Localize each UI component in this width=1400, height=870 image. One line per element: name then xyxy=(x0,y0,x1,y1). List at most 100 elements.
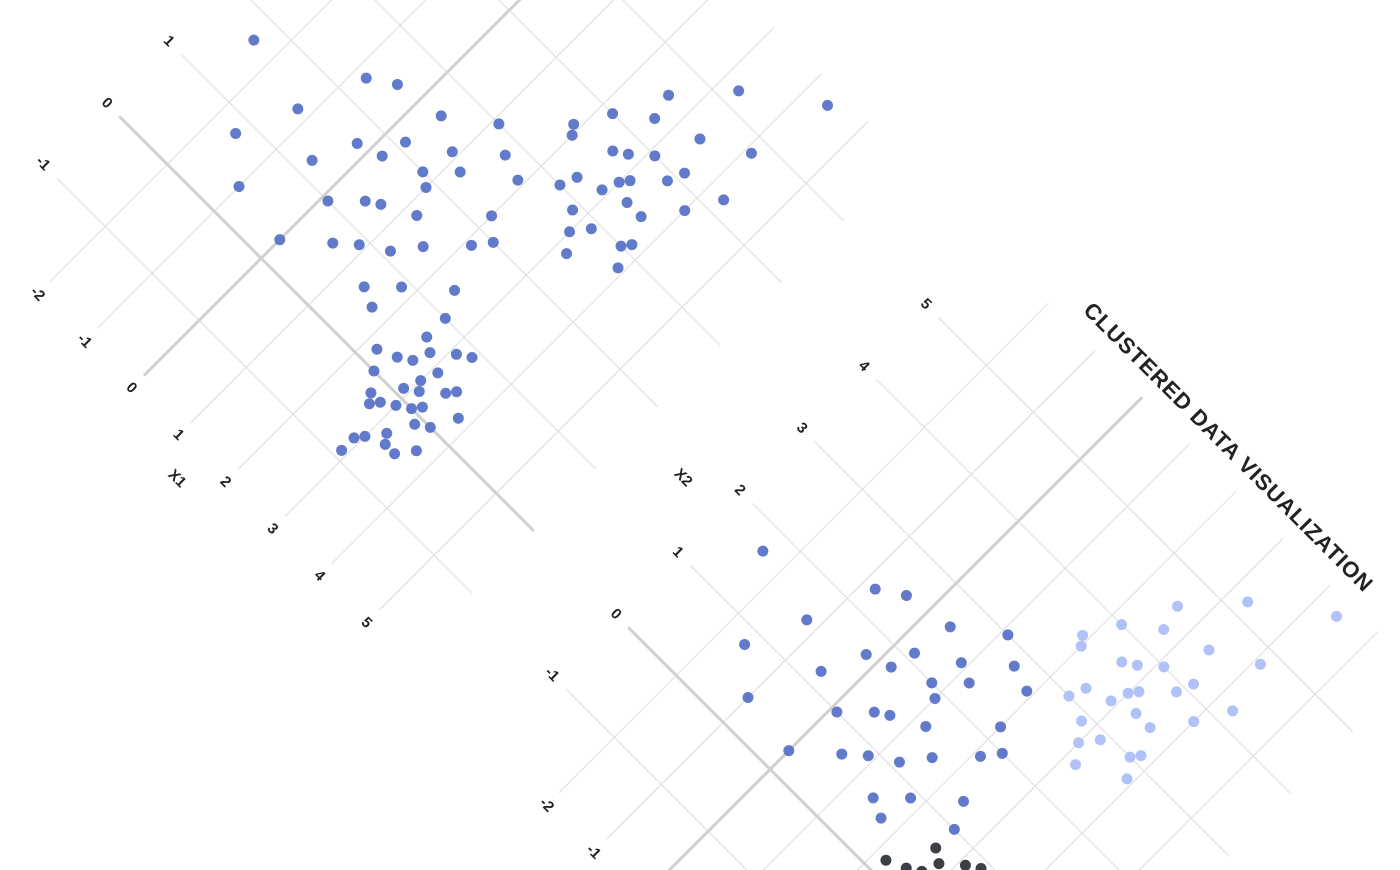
data-point xyxy=(974,750,986,762)
data-point xyxy=(880,854,892,866)
data-point xyxy=(742,692,754,704)
data-point xyxy=(900,589,912,601)
data-point xyxy=(649,112,661,124)
data-point xyxy=(451,386,463,398)
y-axis-title: X2 xyxy=(671,465,696,490)
data-point xyxy=(1203,644,1215,656)
data-point xyxy=(1116,619,1128,631)
data-point xyxy=(1008,660,1020,672)
data-point xyxy=(384,245,396,257)
data-point xyxy=(1331,610,1343,622)
data-point xyxy=(411,209,423,221)
data-point xyxy=(420,181,432,193)
data-point xyxy=(499,149,511,161)
grid-line xyxy=(605,349,1096,840)
y-tick-label: 1 xyxy=(160,32,178,50)
data-point xyxy=(381,427,393,439)
data-point xyxy=(353,239,365,251)
data-point xyxy=(1158,661,1170,673)
data-point xyxy=(564,226,576,238)
data-point xyxy=(487,236,499,248)
data-point xyxy=(621,196,633,208)
data-point xyxy=(450,348,462,360)
y-tick-label: 0 xyxy=(98,94,116,112)
data-point xyxy=(585,223,597,235)
data-point xyxy=(885,661,897,673)
data-point xyxy=(1170,686,1182,698)
data-point xyxy=(1070,759,1082,771)
data-point xyxy=(1002,629,1014,641)
grid-line xyxy=(331,73,822,564)
grid-line xyxy=(751,503,1168,870)
data-point xyxy=(415,375,427,387)
grid-line xyxy=(237,0,728,470)
data-point xyxy=(248,34,260,46)
data-point xyxy=(959,859,971,870)
data-point xyxy=(336,444,348,456)
data-point xyxy=(612,262,624,274)
grid-line xyxy=(746,490,1237,870)
data-point xyxy=(607,145,619,157)
data-point xyxy=(1105,695,1117,707)
data-point xyxy=(363,398,375,410)
data-point xyxy=(963,677,975,689)
data-point xyxy=(567,204,579,216)
data-point xyxy=(413,386,425,398)
data-point xyxy=(596,184,608,196)
data-point xyxy=(449,284,461,296)
data-point xyxy=(862,750,874,762)
data-point xyxy=(1063,690,1075,702)
x-tick-label: -1 xyxy=(74,330,95,351)
data-point xyxy=(399,136,411,148)
data-point xyxy=(561,248,573,260)
data-point xyxy=(351,137,363,149)
data-point xyxy=(486,210,498,222)
data-point xyxy=(571,171,583,183)
x-tick-label: -2 xyxy=(27,283,48,304)
data-point xyxy=(739,639,751,651)
data-point xyxy=(375,198,387,210)
x-tick-label: 0 xyxy=(123,379,141,397)
data-point xyxy=(926,677,938,689)
data-point xyxy=(554,179,566,191)
data-point xyxy=(905,792,917,804)
grid-line xyxy=(96,0,587,329)
data-point xyxy=(679,205,691,217)
data-point xyxy=(435,110,447,122)
data-point xyxy=(920,720,932,732)
x-tick-label: 1 xyxy=(170,426,188,444)
data-point xyxy=(975,863,987,870)
grid-line xyxy=(180,54,597,470)
data-point xyxy=(230,128,242,140)
y-tick-label: 2 xyxy=(731,481,749,499)
data-point xyxy=(1242,596,1254,608)
data-point xyxy=(1254,658,1266,670)
data-point xyxy=(440,387,452,399)
data-point xyxy=(884,709,896,721)
grid-line xyxy=(284,26,775,517)
y-tick-label: 4 xyxy=(855,357,873,375)
data-point xyxy=(398,382,410,394)
data-point xyxy=(783,745,795,757)
data-point xyxy=(996,747,1008,759)
data-point xyxy=(417,241,429,253)
data-point xyxy=(916,865,928,870)
data-point xyxy=(926,752,938,764)
data-point xyxy=(568,118,580,130)
data-point xyxy=(815,665,827,677)
x-tick-label: -2 xyxy=(536,794,557,815)
data-point xyxy=(465,239,477,251)
data-point xyxy=(1080,682,1092,694)
data-point xyxy=(1133,686,1145,698)
data-point xyxy=(930,842,942,854)
data-point xyxy=(1172,600,1184,612)
data-point xyxy=(733,85,745,97)
data-point xyxy=(512,174,524,186)
y-tick-label: -1 xyxy=(541,664,562,685)
grid-line xyxy=(378,120,869,611)
data-point xyxy=(908,647,920,659)
data-point xyxy=(663,89,675,101)
grid-line xyxy=(699,443,1190,870)
data-point xyxy=(615,240,627,252)
